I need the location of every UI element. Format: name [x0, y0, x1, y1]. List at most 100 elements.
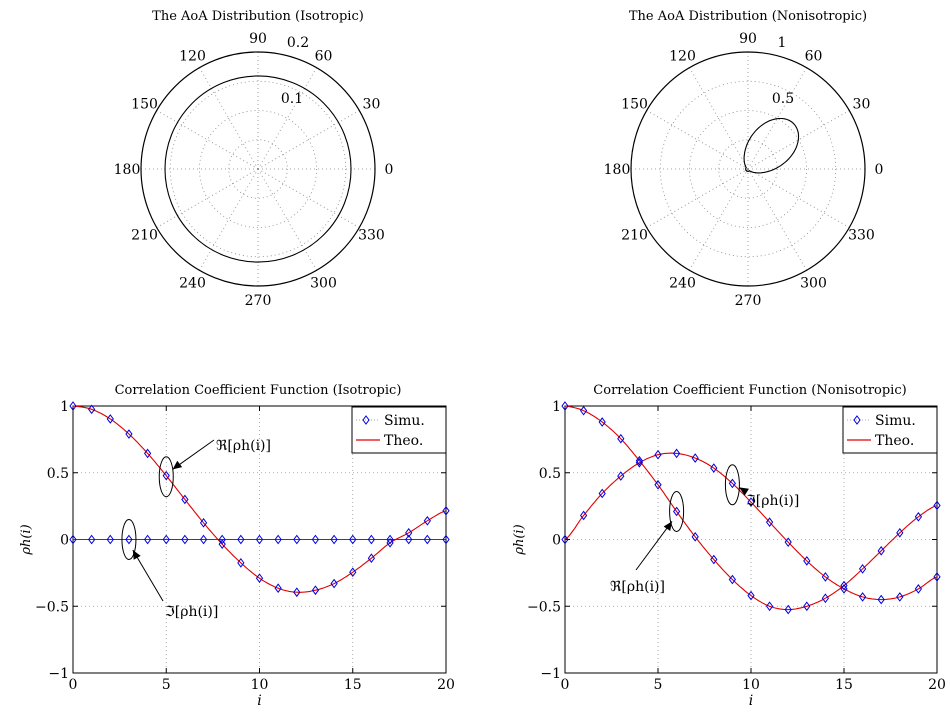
- y-tick-label: 0: [60, 533, 69, 549]
- x-tick-label: 15: [344, 677, 362, 693]
- simu-marker: [858, 564, 867, 574]
- radial-gridline: [257, 67, 317, 170]
- simu-marker: [765, 601, 774, 612]
- simu-marker: [617, 433, 625, 444]
- simu-marker: [125, 534, 133, 545]
- curves: [72, 405, 447, 593]
- y-tick-label: −1: [540, 666, 561, 682]
- radial-label: 0.2: [287, 35, 309, 51]
- theo-curve-imag: [564, 452, 938, 601]
- simu-marker: [106, 534, 114, 545]
- outer-circle: [630, 51, 866, 287]
- simu-marker: [88, 534, 96, 545]
- x-tick-label: 10: [742, 677, 760, 693]
- polar-nonisotropic: The AoA Distribution (Nonisotropic) 0 30 6…: [604, 9, 884, 309]
- angle-label: 90: [249, 31, 267, 47]
- angle-label: 120: [669, 49, 696, 65]
- simu-marker: [579, 510, 588, 521]
- annotation-label: ℑ[ρh(i)]: [165, 604, 218, 620]
- polar-angle-labels: 0 30 60 90 120 150 180 210 240 270 300 330: [604, 31, 884, 309]
- annotation-label: ℜ[ρh(i)]: [216, 438, 271, 454]
- angle-label: 150: [131, 97, 158, 113]
- simu-marker: [858, 592, 867, 602]
- annotations: ℑ[ρh(i)] ℜ[ρh(i)]: [610, 464, 799, 595]
- simu-marker: [747, 497, 755, 507]
- simu-marker: [635, 455, 644, 466]
- simu-marker: [442, 534, 450, 545]
- radial-gridline: [747, 168, 807, 271]
- annotation-label: ℜ[ρh(i)]: [610, 579, 665, 595]
- simu-marker: [635, 457, 644, 468]
- simu-marker: [728, 478, 737, 489]
- simu-marker: [877, 594, 885, 605]
- y-axis-label: ρh(i): [512, 524, 527, 555]
- legend-label-theo: Theo.: [875, 433, 914, 449]
- simu-marker: [405, 527, 413, 538]
- simu-marker: [784, 604, 792, 615]
- annotation-ellipse: [121, 519, 137, 560]
- markers: [69, 401, 450, 598]
- simu-marker: [765, 517, 774, 527]
- simu-marker: [125, 429, 133, 439]
- simu-marker: [710, 463, 718, 473]
- simu-marker: [199, 534, 208, 545]
- simu-marker: [293, 534, 301, 545]
- x-tick-label: 20: [928, 677, 946, 693]
- x-tick-label: 0: [561, 677, 570, 693]
- simu-marker: [654, 449, 662, 460]
- polar-grid: [630, 51, 866, 287]
- radial-label: 0.5: [772, 91, 794, 107]
- simu-marker: [255, 573, 264, 584]
- simu-marker: [199, 517, 208, 528]
- simu-marker: [367, 534, 376, 545]
- angle-label: 300: [310, 275, 337, 291]
- theo-curve-real: [564, 405, 938, 611]
- legend-label-simu: Simu.: [384, 413, 425, 429]
- simu-marker: [274, 534, 282, 545]
- simu-marker: [311, 534, 320, 545]
- simu-marker: [598, 417, 606, 427]
- angle-label: 210: [621, 228, 648, 244]
- y-tick-label: −0.5: [35, 599, 69, 615]
- radial-label: 0.1: [281, 91, 303, 107]
- simu-marker: [672, 506, 681, 517]
- simu-marker: [710, 554, 718, 565]
- simu-marker: [237, 534, 245, 545]
- x-tick-label: 5: [162, 677, 171, 693]
- simu-marker: [691, 453, 699, 463]
- angle-label: 330: [358, 228, 385, 244]
- line-isotropic: Correlation Coefficient Function (Isotro…: [19, 383, 455, 709]
- polar-nonisotropic-title: The AoA Distribution (Nonisotropic): [629, 9, 867, 24]
- simu-marker: [255, 534, 264, 545]
- angle-label: 270: [735, 293, 762, 309]
- simu-marker: [803, 556, 811, 566]
- markers: [561, 401, 941, 615]
- simu-marker: [840, 580, 848, 591]
- angle-label: 150: [621, 97, 648, 113]
- simu-marker: [330, 578, 338, 589]
- simu-marker: [691, 531, 699, 542]
- simu-marker: [933, 500, 941, 511]
- simu-marker: [442, 505, 450, 516]
- annotation-ellipse: [158, 456, 174, 498]
- arrow-head: [172, 460, 183, 470]
- pdf-curve: [164, 75, 352, 263]
- simu-marker: [598, 488, 606, 499]
- simu-marker: [143, 448, 152, 459]
- simu-marker: [88, 404, 96, 415]
- simu-marker: [914, 584, 923, 594]
- simu-marker: [784, 537, 792, 548]
- simu-marker: [386, 534, 394, 545]
- polar-isotropic: The AoA Distribution (Isotropic) 0 30 60 90…: [114, 9, 394, 309]
- legend-marker-simu: [853, 415, 861, 425]
- line-nonisotropic-title: Correlation Coefficient Function (Noniso…: [593, 383, 906, 398]
- simu-marker: [349, 534, 357, 545]
- radial-gridline: [199, 168, 259, 271]
- arrow-head: [132, 549, 141, 560]
- arrow-head: [663, 521, 673, 532]
- angle-label: 120: [179, 49, 206, 65]
- simu-marker: [293, 587, 301, 598]
- simu-marker: [840, 584, 848, 594]
- angle-label: 0: [385, 162, 394, 178]
- annotation-ellipse: [724, 464, 740, 506]
